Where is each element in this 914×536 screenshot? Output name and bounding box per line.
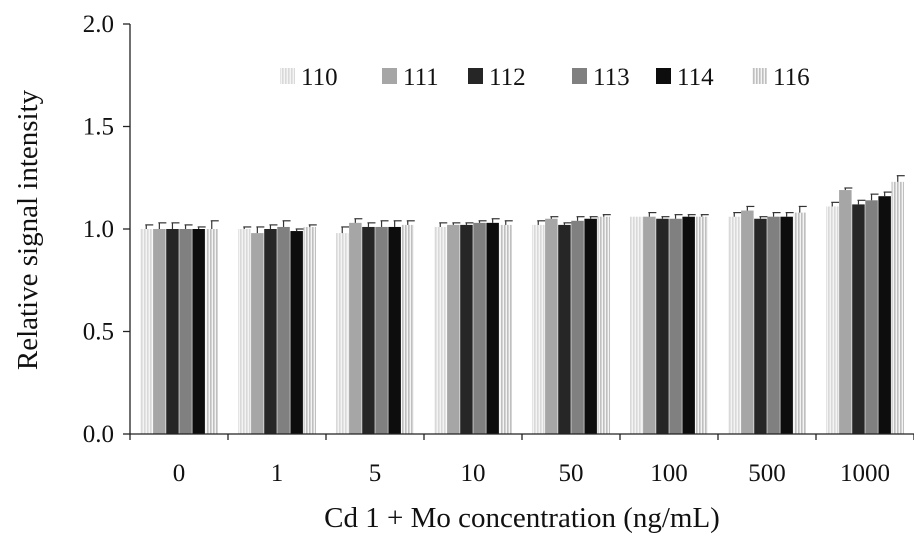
legend-label-112: 112 [489,64,526,91]
bar-111-10 [447,224,460,434]
bar-110-1 [238,229,251,434]
bar-110-1000 [826,206,839,434]
x-tick-label: 50 [559,460,584,487]
bar-110-50 [532,224,545,434]
bar-111-50 [545,218,558,434]
bar-116-500 [793,212,806,434]
bar-110-10 [434,226,447,434]
legend-label-113: 113 [593,64,630,91]
bar-113-500 [767,216,780,434]
bar-116-100 [695,216,708,434]
bar-113-5 [375,226,388,434]
bar-112-10 [460,224,473,434]
bar-111-500 [741,210,754,434]
bar-112-1000 [852,204,865,434]
bar-116-50 [597,216,610,434]
bar-116-5 [401,224,414,434]
bar-113-100 [669,218,682,434]
legend-swatch-114 [656,68,671,84]
bar-114-500 [780,216,793,434]
bar-116-0 [205,229,218,434]
bar-111-0 [153,229,166,434]
y-axis-title: Relative signal intensity [12,89,44,370]
bar-113-0 [179,229,192,434]
x-tick-label: 500 [748,460,786,487]
bar-114-100 [682,216,695,434]
bar-111-5 [349,222,362,434]
bar-114-10 [486,222,499,434]
bar-113-1000 [865,200,878,434]
y-tick-label: 0.0 [83,421,114,448]
bar-113-50 [571,220,584,434]
x-tick-label: 100 [650,460,688,487]
bars-layer [140,175,905,434]
legend-swatch-110 [280,68,295,84]
bar-113-1 [277,226,290,434]
legend-label-116: 116 [773,64,810,91]
bar-110-500 [728,216,741,434]
y-tick-label: 1.5 [83,114,114,141]
bar-111-1000 [839,190,852,434]
bar-112-5 [362,226,375,434]
bar-114-5 [388,226,401,434]
bar-116-10 [499,224,512,434]
bar-114-1000 [878,196,891,434]
x-tick-label: 1000 [840,460,890,487]
legend-swatch-112 [468,68,483,84]
x-tick-label: 5 [369,460,382,487]
legend-swatch-113 [572,68,587,84]
legend: 110 111 112 113 114 116 [280,64,810,91]
bar-111-1 [251,233,264,434]
bar-113-10 [473,222,486,434]
bar-114-1 [290,231,303,434]
bar-112-1 [264,229,277,434]
legend-swatch-111 [382,68,397,84]
x-tick-label: 10 [461,460,486,487]
y-tick-label: 1.0 [83,216,114,243]
bar-112-500 [754,218,767,434]
bar-112-0 [166,229,179,434]
x-axis-title: Cd 1 + Mo concentration (ng/mL) [324,502,720,534]
legend-label-110: 110 [301,64,338,91]
y-tick-label: 2.0 [83,11,114,38]
bar-114-50 [584,218,597,434]
x-tick-label: 0 [173,460,186,487]
x-tick-label: 1 [271,460,284,487]
bar-110-5 [336,233,349,434]
bar-110-100 [630,216,643,434]
legend-swatch-116 [752,68,767,84]
y-tick-label: 0.5 [83,319,114,346]
legend-label-114: 114 [677,64,714,91]
bar-111-100 [643,216,656,434]
bar-112-50 [558,224,571,434]
bar-116-1000 [891,181,904,434]
bar-110-0 [140,229,153,434]
axes-layer: 0.0 0.5 1.0 1.5 2.0 0 1 5 10 50 100 500 1000 [83,11,914,487]
bar-112-100 [656,218,669,434]
bar-116-1 [303,226,316,434]
legend-label-111: 111 [403,64,439,91]
bar-114-0 [192,229,205,434]
